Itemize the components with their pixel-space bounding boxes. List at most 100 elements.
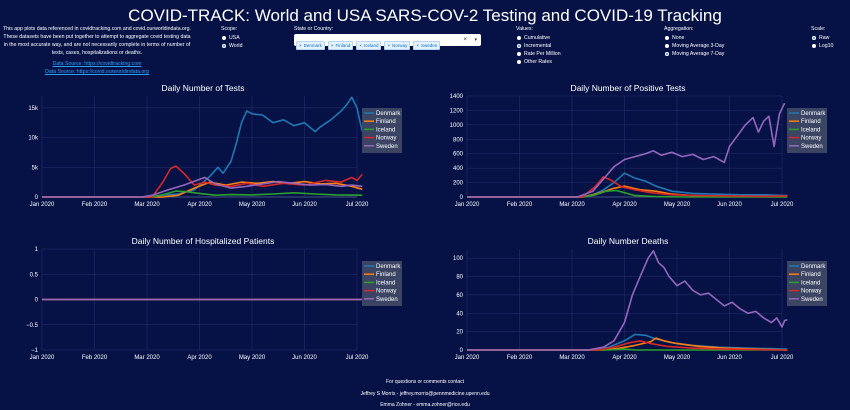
y-tick-label: 0 [460,195,464,201]
y-tick-label: 15k [28,106,39,112]
footer-contact-morris: Jeffrey S Morris - jeffrey.morris@pennme… [360,391,490,397]
x-tick-label: Apr 2020 [187,202,212,208]
aggregation-option-none[interactable]: None [665,34,724,42]
x-tick-label: Mar 2020 [134,202,160,208]
radio-icon [517,36,521,40]
aggregation-option-ma3[interactable]: Moving Average 3-Day [665,42,724,50]
scale-option-raw[interactable]: Raw [812,34,833,42]
series-line-sweden [467,102,786,198]
x-tick-label: Jul 2020 [346,355,369,361]
x-tick-label: Apr 2020 [187,355,212,361]
data-source-link-ourworldindata[interactable]: Data Source: https://covid.ourworldindat… [45,69,149,75]
values-option-cumulative[interactable]: Cumulative [517,34,561,42]
clear-all-icon[interactable]: × [463,37,467,43]
x-tick-label: Jun 2020 [292,202,317,208]
x-tick-label: Jan 2020 [30,355,55,361]
series-line-norway [467,340,788,351]
chart-daily-tests: Daily Number of Tests 0 5k 10k 15k Jan 2020 Fe… [28,83,402,208]
x-tick-label: May 2020 [239,355,266,361]
scale-option-log10[interactable]: Log10 [812,42,833,50]
series-line-iceland [42,190,363,198]
values-option-other-rates[interactable]: Other Rates [517,58,561,66]
x-tick-label: Jun 2020 [292,355,317,361]
legend-item-norway: Norway [376,136,396,142]
aggregation-label: Aggregation: [664,26,694,32]
legend-item-sweden: Sweden [801,144,823,150]
y-tick-label: 5k [32,165,39,171]
radio-icon [665,36,669,40]
country-chip-norway[interactable]: × Norway [384,41,411,50]
country-chip-iceland[interactable]: × Iceland [356,41,382,50]
x-tick-label: May 2020 [664,202,691,208]
chart-daily-deaths: Daily Number Deaths 0 20 40 60 80 100 Jan 2020 F… [453,236,827,361]
remove-icon[interactable]: × [416,43,420,48]
x-tick-label: Mar 2020 [559,202,585,208]
remove-icon[interactable]: × [359,43,362,48]
radio-selected-icon [517,44,521,48]
country-chip-denmark[interactable]: × Denmark [296,41,325,50]
series-line-finland [467,337,788,351]
footer-contact-heading: For questions or comments contact [385,379,465,385]
legend: Denmark Finland Iceland Norway Sweden [787,261,827,306]
country-chip-sweden[interactable]: × Sweden [413,41,441,50]
values-radio-group: Cumulative Incremental Rate Per Million … [517,34,561,66]
series-line-norway [42,165,363,198]
legend-item-denmark: Denmark [376,111,401,117]
x-tick-label: Mar 2020 [134,355,160,361]
y-tick-label: −1 [31,348,39,354]
y-tick-label: 80 [456,275,463,281]
y-tick-label: 0 [35,195,39,201]
remove-icon[interactable]: × [299,43,302,48]
scope-option-world[interactable]: World [222,42,242,50]
y-tick-label: 1400 [450,94,464,100]
y-tick-label: 1200 [450,108,464,114]
values-option-rate-per-million[interactable]: Rate Per Million [517,50,561,58]
radio-selected-icon [665,52,669,56]
y-tick-label: 200 [453,181,464,187]
chart-title: Daily Number of Tests [162,83,245,93]
x-tick-label: Feb 2020 [507,202,533,208]
x-tick-label: Mar 2020 [559,355,585,361]
footer-contact-zohner: Emma Zohner - emma.zohner@rice.edu [380,402,470,408]
legend-item-finland: Finland [376,272,396,278]
values-option-incremental[interactable]: Incremental [517,42,561,50]
x-tick-label: Feb 2020 [82,202,108,208]
x-tick-label: Jun 2020 [717,202,742,208]
x-tick-label: Apr 2020 [612,355,637,361]
y-tick-label: 400 [453,166,464,172]
y-tick-label: 1 [35,247,39,253]
intro-text: This app plots data referenced in covidt… [2,26,191,56]
legend: Denmark Finland Iceland Norway Sweden [362,108,402,153]
series-line-finland [42,180,363,198]
country-multiselect[interactable]: × Denmark × Finland × Iceland × Norway × Sweden ×… [294,34,481,50]
aggregation-option-ma7[interactable]: Moving Average 7-Day [665,50,724,58]
chevron-down-icon[interactable]: ▾ [474,37,477,43]
data-source-link-covidtracking[interactable]: Data Source: https://covidtracking.com [52,61,142,67]
series-line-denmark [467,333,788,351]
x-tick-label: Jan 2020 [455,355,480,361]
remove-icon[interactable]: × [330,43,334,48]
remove-icon[interactable]: × [387,43,391,48]
y-tick-label: 40 [456,311,463,317]
series-line-sweden [42,176,363,198]
radio-selected-icon [812,36,816,40]
country-chip-finland[interactable]: × Finland [327,41,354,50]
y-tick-label: 20 [456,330,463,336]
page-title: COVID-TRACK: World and USA SARS-COV-2 Te… [128,6,722,25]
scope-option-usa[interactable]: USA [222,34,242,42]
x-tick-label: May 2020 [239,202,266,208]
legend-item-finland: Finland [376,119,396,125]
x-tick-label: Feb 2020 [82,355,108,361]
legend-item-iceland: Iceland [801,127,820,133]
legend-item-finland: Finland [801,119,821,125]
scale-radio-group: Raw Log10 [812,34,833,50]
legend-item-norway: Norway [376,289,396,295]
chart-title: Daily Number Deaths [588,236,669,246]
series-line-sweden [467,250,788,351]
y-tick-label: 0 [35,298,39,304]
x-tick-label: Feb 2020 [507,355,533,361]
chart-daily-hospitalized: Daily Number of Hospitalized Patients −1 −… [26,236,402,361]
state-country-label: State or Country: [294,26,334,32]
x-tick-label: Jun 2020 [717,355,742,361]
radio-selected-icon [222,44,226,48]
